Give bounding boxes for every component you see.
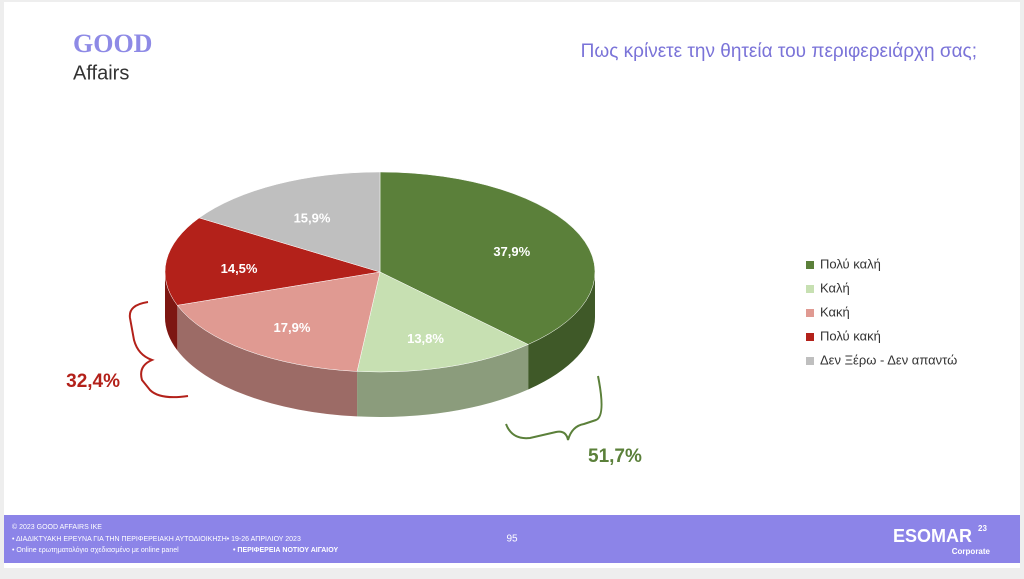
footer-text: • ΠΕΡΙΦΕΡΕΙΑ ΝΟΤΙΟΥ ΑΙΓΑΙΟΥ [233, 547, 338, 554]
slice-side-shade [165, 272, 178, 351]
slice-side [165, 272, 178, 351]
legend-swatch [806, 285, 814, 293]
legend-label: Κακή [820, 304, 850, 319]
slice-side-shade [177, 305, 358, 417]
data-label: 15,9% [294, 211, 331, 226]
slice [164, 217, 381, 306]
data-label: 13,8% [407, 331, 444, 346]
logo-bottom: Affairs [73, 62, 129, 84]
data-label: 14,5% [221, 261, 258, 276]
bracket [128, 301, 189, 399]
legend-label: Πολύ κακή [820, 328, 881, 343]
data-label: 17,9% [274, 320, 311, 335]
footer-text: • ΔΙΑΔΙΚΤΥΑΚΗ ΕΡΕΥΝΑ ΓΙΑ ΤΗΝ ΠΕΡΙΦΕΡΕΙΑΚ… [12, 536, 301, 543]
brand: ESOMAR [893, 526, 972, 546]
slice-side [528, 272, 595, 390]
annotation: 51,7% [588, 446, 642, 467]
slice [176, 271, 381, 372]
slice [379, 171, 596, 345]
legend-label: Πολύ καλή [820, 256, 881, 271]
bracket [505, 375, 603, 441]
brand-sup: 23 [978, 524, 987, 533]
logo-top: GOOD [73, 29, 152, 58]
slice-side [357, 344, 529, 417]
slice-side-shade [528, 272, 595, 390]
slice-side-shade [357, 344, 529, 417]
legend-swatch [806, 333, 814, 341]
legend-swatch [806, 309, 814, 317]
data-label: 37,9% [493, 244, 530, 259]
legend-label: Δεν Ξέρω - Δεν απαντώ [820, 352, 957, 367]
page-number: 95 [506, 534, 518, 545]
legend-swatch [806, 357, 814, 365]
slice-side [177, 305, 358, 417]
legend-label: Καλή [820, 280, 850, 295]
brand-sub: Corporate [952, 547, 991, 556]
footer-text: © 2023 GOOD AFFAIRS IKE [12, 523, 102, 531]
chart-title: Πως κρίνετε την θητεία του περιφερειάρχη… [581, 41, 977, 62]
slice [356, 271, 529, 373]
footer-text: • Online ερωτηματολόγιο σχεδιασμένο με o… [12, 546, 179, 554]
footer-band [4, 515, 1020, 563]
slice [198, 171, 381, 273]
legend-swatch [806, 261, 814, 269]
annotation: 32,4% [66, 371, 120, 392]
